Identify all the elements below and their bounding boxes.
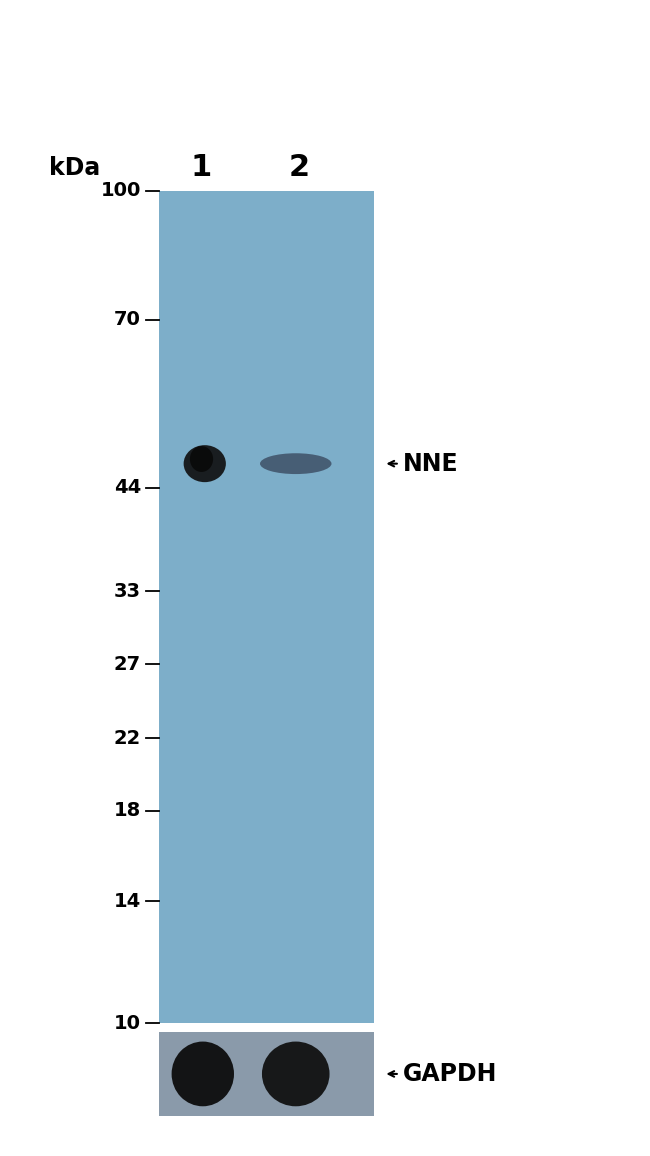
- Text: 33: 33: [114, 581, 141, 601]
- Text: GAPDH: GAPDH: [403, 1062, 497, 1085]
- Text: 100: 100: [101, 181, 141, 200]
- Text: 18: 18: [114, 801, 141, 820]
- Ellipse shape: [183, 445, 226, 482]
- Text: 1: 1: [191, 153, 212, 183]
- Ellipse shape: [260, 453, 332, 474]
- Text: 44: 44: [114, 477, 141, 497]
- Text: 27: 27: [114, 654, 141, 674]
- Ellipse shape: [262, 1042, 330, 1106]
- Bar: [159, 191, 374, 1023]
- Bar: [159, 1032, 374, 1116]
- Text: 10: 10: [114, 1014, 141, 1032]
- Ellipse shape: [172, 1042, 234, 1106]
- Text: kDa: kDa: [49, 156, 100, 179]
- Text: 70: 70: [114, 310, 141, 329]
- Text: NNE: NNE: [403, 452, 459, 475]
- Ellipse shape: [190, 446, 213, 472]
- Text: 2: 2: [289, 153, 309, 183]
- Text: 14: 14: [114, 892, 141, 911]
- Text: 22: 22: [114, 728, 141, 748]
